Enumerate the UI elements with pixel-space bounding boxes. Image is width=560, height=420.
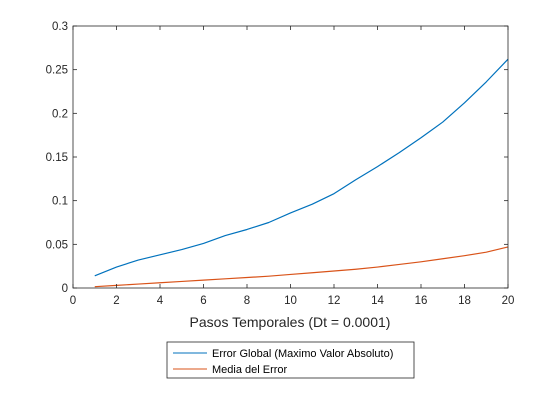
y-axis: 0 0.05 0.1 0.15 0.2 0.25 0.3	[46, 21, 508, 295]
x-tick-label: 14	[371, 295, 384, 307]
y-tick-label: 0.25	[46, 65, 68, 77]
y-tick-label: 0.05	[46, 239, 68, 251]
legend-box	[166, 341, 415, 379]
y-tick-label: 0.3	[52, 21, 68, 33]
x-tick-label: 16	[415, 295, 428, 307]
series-layer	[94, 58, 509, 288]
y-tick-label: 0.1	[52, 196, 68, 208]
y-tick-label: 0	[62, 283, 68, 295]
x-axis-label: Pasos Temporales (Dt = 0.0001)	[190, 314, 391, 330]
y-tick-label: 0.2	[52, 108, 68, 120]
x-tick-label: 12	[328, 295, 341, 307]
y-tick-label: 0.15	[46, 152, 68, 164]
series-line-1	[94, 246, 509, 288]
x-tick-label: 20	[502, 295, 515, 307]
legend-label-error-global: Error Global (Maximo Valor Absoluto)	[212, 348, 393, 360]
legend-label-media-error: Media del Error	[212, 364, 288, 376]
x-tick-label: 0	[70, 295, 76, 307]
series-line-0	[94, 58, 509, 277]
x-tick-label: 8	[244, 295, 250, 307]
x-tick-label: 4	[157, 295, 164, 307]
x-tick-label: 10	[284, 295, 297, 307]
x-tick-label: 2	[113, 295, 119, 307]
legend: Error Global (Maximo Valor Absoluto) Med…	[166, 341, 415, 379]
x-tick-label: 6	[200, 295, 206, 307]
plot-area	[73, 26, 508, 288]
x-axis: 0 2 4 6 8 10 12 14 16 18 20	[70, 26, 515, 307]
x-tick-label: 18	[458, 295, 471, 307]
